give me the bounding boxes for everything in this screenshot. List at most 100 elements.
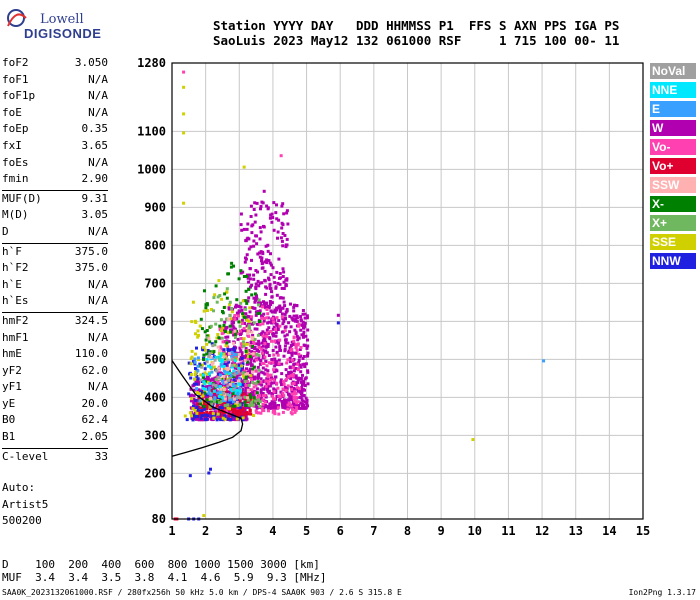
echo-point <box>296 381 300 385</box>
echo-point <box>264 368 268 372</box>
echo-point <box>285 211 289 215</box>
param-row-mufd: MUF(D) 9.31 <box>2 192 108 209</box>
echo-point <box>254 369 258 373</box>
echo-point <box>247 348 251 352</box>
echo-point <box>247 334 251 338</box>
echo-point <box>278 338 282 342</box>
echo-point <box>204 406 208 409</box>
echo-point <box>300 390 304 394</box>
echo-point <box>273 309 277 313</box>
echo-point <box>223 378 227 382</box>
echo-point <box>284 338 288 342</box>
echo-point <box>251 400 255 404</box>
echo-point <box>266 243 270 247</box>
echo-point <box>248 367 252 371</box>
echo-point <box>202 514 206 518</box>
echo-point <box>273 339 277 343</box>
echo-point <box>264 379 268 383</box>
echo-point <box>249 317 253 321</box>
echo-point <box>235 329 239 333</box>
echo-point <box>263 342 267 345</box>
param-row-hmf1: hmF1 N/A <box>2 331 108 348</box>
echo-point <box>253 377 256 381</box>
echo-point <box>282 354 286 358</box>
echo-point <box>278 344 282 348</box>
echo-point <box>250 388 254 392</box>
echo-point <box>209 397 213 400</box>
echo-point <box>216 333 220 336</box>
echo-point <box>268 337 272 341</box>
echo-point <box>261 322 265 326</box>
echo-point <box>234 402 238 406</box>
echo-point <box>205 400 209 403</box>
echo-point <box>260 406 264 410</box>
echo-point <box>267 384 271 387</box>
legend-item-voplus: Vo+ <box>650 158 696 174</box>
echo-point <box>272 353 276 357</box>
echo-point <box>210 308 213 311</box>
echo-point <box>245 403 249 407</box>
echo-point <box>210 388 214 392</box>
echo-point <box>240 351 244 355</box>
echo-point <box>471 438 475 442</box>
echo-point <box>196 408 200 412</box>
auto-label: Auto: <box>2 481 36 494</box>
echo-point <box>244 412 248 415</box>
echo-point <box>275 394 279 398</box>
echo-point <box>287 350 291 354</box>
echo-point <box>244 239 248 243</box>
echo-point <box>274 331 278 335</box>
echo-point <box>276 328 280 331</box>
echo-point <box>279 378 283 382</box>
echo-point <box>238 399 242 403</box>
echo-point <box>239 331 243 335</box>
echo-point <box>209 400 213 404</box>
echo-point <box>222 323 226 327</box>
echo-point <box>218 294 222 297</box>
echo-point <box>277 394 281 398</box>
echo-point <box>256 333 260 337</box>
echo-point <box>214 355 218 359</box>
echo-point <box>200 327 204 331</box>
echo-point <box>182 201 186 205</box>
param-value: 62.0 <box>81 363 109 377</box>
echo-point <box>246 355 250 358</box>
echo-point <box>261 339 265 343</box>
echo-point <box>289 325 293 329</box>
echo-point <box>224 344 228 348</box>
legend-item-w: W <box>650 120 696 136</box>
echo-point <box>280 400 284 403</box>
echo-point <box>239 305 243 309</box>
x-tick-label: 3 <box>236 524 243 538</box>
echo-point <box>196 415 200 418</box>
param-label: foE <box>2 105 22 119</box>
echo-point <box>216 385 219 389</box>
param-row-fxi: fxI 3.65 <box>2 139 108 156</box>
echo-point <box>231 382 235 386</box>
echo-point <box>257 349 261 353</box>
echo-point <box>228 398 232 402</box>
echo-point <box>245 227 249 231</box>
echo-point <box>258 400 262 404</box>
echo-point <box>223 415 227 418</box>
echo-point <box>218 373 222 377</box>
echo-point <box>222 348 226 352</box>
echo-point <box>255 391 259 395</box>
echo-point <box>298 348 302 351</box>
echo-point <box>221 311 225 315</box>
echo-point <box>199 416 203 420</box>
echo-point <box>238 386 242 390</box>
echo-point <box>297 358 301 362</box>
echo-point <box>302 406 306 410</box>
echo-point <box>233 317 237 321</box>
echo-point <box>223 417 227 421</box>
echo-point <box>228 328 232 332</box>
echo-point <box>260 331 264 335</box>
logo-text-digisonde: DIGISONDE <box>24 26 102 41</box>
echo-point <box>224 380 228 384</box>
echo-point <box>294 391 298 395</box>
echo-point <box>197 406 201 409</box>
echo-point <box>251 334 255 337</box>
echo-point <box>258 251 261 255</box>
